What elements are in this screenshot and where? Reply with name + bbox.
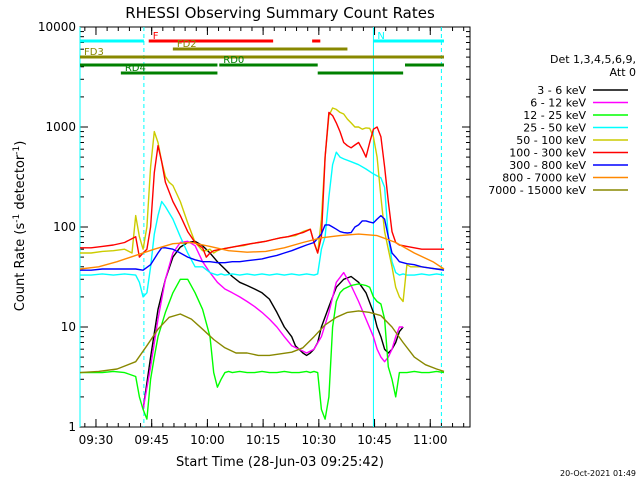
series-line [80,278,445,420]
legend-label: 12 - 25 keV [523,109,586,122]
legend-label: 50 - 100 keV [516,134,586,147]
y-axis-label-exponent: -1 [12,214,22,223]
legend-label: 3 - 6 keV [537,84,586,97]
footer-date: 20-Oct-2021 01:49 [560,469,636,478]
series-line [142,240,404,410]
x-tick-label: 09:30 [79,433,114,447]
state-bar-label: RD0 [223,55,244,66]
y-axis-label-close: ) [13,141,28,146]
legend-label: 25 - 50 keV [523,122,586,135]
state-bar-label: FD2 [177,39,197,50]
legend-label: 300 - 800 keV [509,159,586,172]
plot-area: 1 10 100 1000 10000 09:30 09:45 10:00 10:15 10:30… [38,20,471,447]
x-tick-label: 10:15 [246,433,281,447]
series-line [79,310,445,374]
legend-label: 7000 - 15000 keV [488,184,586,197]
series-line [79,233,445,270]
legend-label: 100 - 300 keV [509,147,586,160]
legend-header: Att 0 [610,66,636,79]
state-bar-label: N [377,31,384,42]
series-line [80,214,445,271]
y-axis-label-tail: detector [13,154,28,214]
legend-header: Det 1,3,4,5,6,9, [550,53,636,66]
chart-title: RHESSI Observing Summary Count Rates [125,4,435,22]
legend-label: 6 - 12 keV [530,97,586,110]
y-axis-label-tail-exponent: -1 [12,146,22,155]
y-axis-label: Count Rate (s-1 detector-1) [12,141,28,312]
y-tick-label: 10000 [38,20,76,34]
x-tick-label: 10:30 [302,433,337,447]
y-tick-label: 1 [68,420,76,434]
state-bar-label: FD3 [84,47,104,58]
x-tick-label: 09:45 [134,433,169,447]
state-bar-label: F [153,31,159,42]
x-axis-label: Start Time (28-Jun-03 09:25:42) [176,455,384,470]
y-tick-label: 100 [53,220,76,234]
series-line [142,240,404,410]
state-bar-label: RD4 [125,63,146,74]
y-tick-label: 10 [61,320,76,334]
y-tick-label: 1000 [45,120,76,134]
series-line [80,111,444,258]
x-tick-label: 10:45 [357,433,392,447]
legend-label: 800 - 7000 keV [502,172,586,185]
x-tick-label: 10:00 [190,433,225,447]
y-axis-label-start: Count Rate (s [13,223,28,312]
x-tick-label: 11:00 [413,433,448,447]
